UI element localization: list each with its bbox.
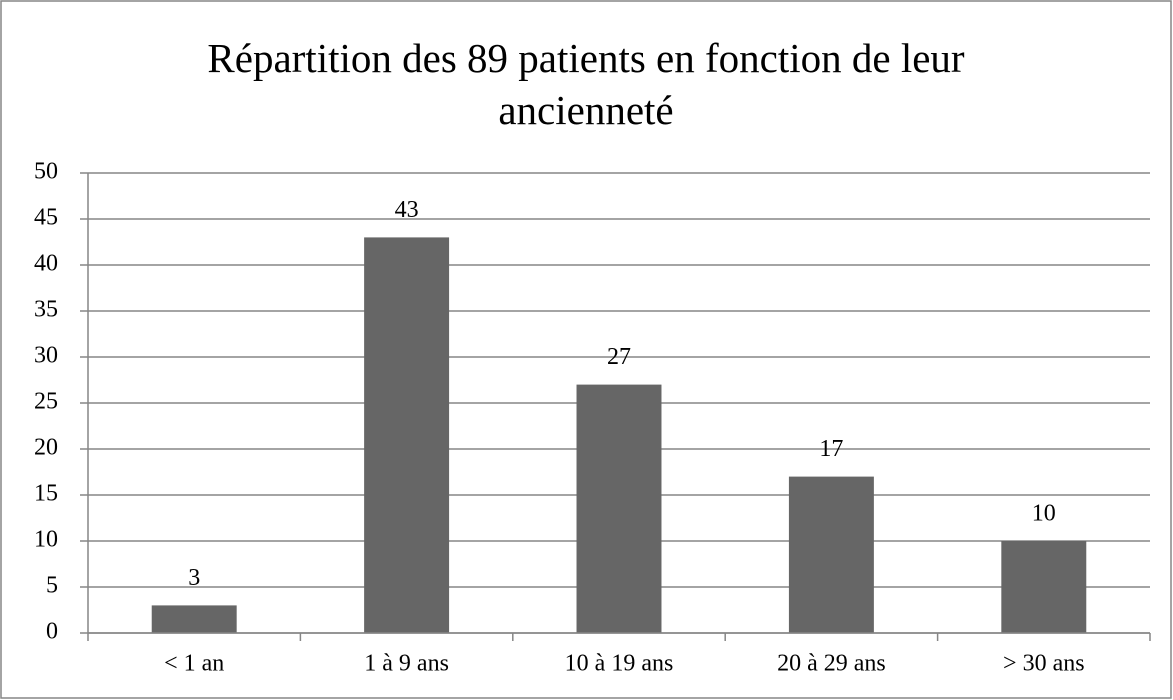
data-label: 43 (395, 197, 419, 223)
y-tick-label: 35 (34, 297, 58, 323)
bar (364, 237, 450, 633)
chart-title: Répartition des 89 patients en fonction … (207, 35, 965, 133)
x-tick-label: 1 à 9 ans (364, 651, 449, 677)
y-tick-label: 25 (34, 389, 58, 415)
x-tick-label: > 30 ans (1003, 651, 1085, 677)
bar (576, 384, 662, 633)
data-label: 17 (819, 436, 843, 462)
data-label: 3 (188, 565, 200, 591)
bar (788, 476, 874, 633)
x-tick-label: < 1 an (164, 651, 224, 677)
y-tick-label: 15 (34, 481, 58, 507)
bar (1001, 541, 1087, 633)
y-tick-label: 40 (34, 251, 58, 277)
y-tick-label: 50 (34, 159, 58, 185)
x-tick-label: 10 à 19 ans (565, 651, 674, 677)
x-tick-label: 20 à 29 ans (777, 651, 886, 677)
y-tick-label: 5 (46, 573, 58, 599)
y-tick-label: 10 (34, 527, 58, 553)
y-tick-label: 45 (34, 205, 58, 231)
data-label: 27 (607, 344, 631, 370)
y-tick-label: 30 (34, 343, 58, 369)
y-tick-label: 20 (34, 435, 58, 461)
bar (151, 605, 237, 633)
data-label: 10 (1032, 501, 1056, 527)
y-tick-label: 0 (46, 619, 58, 645)
